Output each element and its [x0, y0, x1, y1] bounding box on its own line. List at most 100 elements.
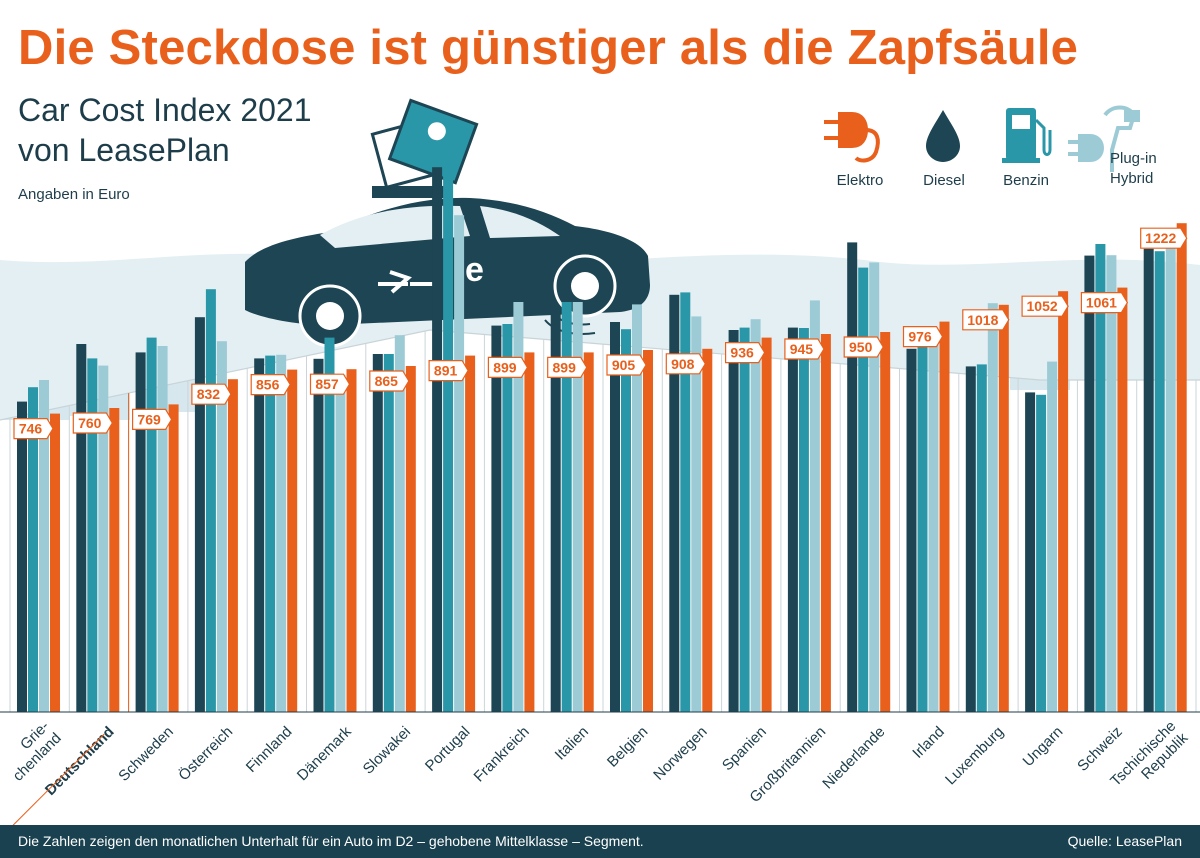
bar-plug-in-hybrid-3	[216, 341, 227, 712]
drop-icon	[926, 110, 960, 162]
value-label-15: 976	[908, 329, 932, 345]
bar-benzin-1	[87, 358, 98, 712]
value-label-10: 905	[612, 357, 636, 373]
bar-elektro-17	[1058, 291, 1069, 712]
value-label-7: 891	[434, 363, 458, 379]
bar-diesel-18	[1084, 255, 1095, 712]
category-label-group-6: Slowakei	[360, 723, 414, 777]
value-label-18: 1061	[1086, 295, 1117, 311]
category-label-group-10: Belgien	[604, 723, 651, 770]
value-label-17: 1052	[1027, 298, 1058, 314]
category-label-group-12: Spanien	[719, 723, 770, 774]
category-label-group-2: Schweden	[115, 723, 177, 785]
category-label-12-0: Spanien	[719, 723, 770, 774]
bar-benzin-18	[1095, 244, 1106, 712]
category-label-group-3: Österreich	[175, 723, 237, 785]
bar-plug-in-hybrid-10	[632, 304, 642, 712]
bar-diesel-5	[313, 358, 324, 712]
footer-source: Quelle: LeasePlan	[1067, 833, 1182, 849]
category-label-group-5: Dänemark	[294, 723, 355, 784]
value-label-box-1	[72, 412, 113, 434]
bar-diesel-19	[1143, 248, 1154, 713]
legend-label-diesel: Diesel	[923, 172, 965, 189]
bar-diesel-17	[1025, 392, 1036, 712]
value-label-9: 899	[553, 359, 577, 375]
category-label-3-0: Österreich	[175, 723, 237, 785]
bar-plug-in-hybrid-18	[1106, 255, 1117, 712]
bar-diesel-12	[728, 330, 739, 712]
subtitle-line2: von LeasePlan	[18, 132, 230, 168]
bar-diesel-0	[17, 401, 27, 712]
bar-elektro-3	[227, 379, 238, 712]
value-label-box-3	[191, 383, 232, 405]
footer-note: Die Zahlen zeigen den monatlichen Unterh…	[18, 833, 644, 849]
bar-elektro-13	[820, 334, 831, 712]
bar-benzin-14	[858, 267, 869, 712]
bar-benzin-12	[739, 327, 750, 712]
value-label-3: 832	[197, 386, 221, 402]
value-label-box-17	[1021, 295, 1069, 317]
unit-note: Angaben in Euro	[18, 186, 130, 203]
bar-plug-in-hybrid-14	[869, 262, 880, 712]
value-label-box-8	[487, 356, 529, 378]
bar-elektro-2	[168, 404, 179, 712]
highlight-underline	[9, 733, 105, 829]
value-label-16: 1018	[967, 312, 998, 328]
bar-elektro-12	[761, 337, 772, 712]
bar-benzin-3	[205, 289, 216, 712]
bar-diesel-11	[669, 294, 680, 712]
category-label-15-0: Irland	[909, 723, 948, 762]
value-label-13: 945	[790, 341, 814, 357]
value-label-box-11	[665, 353, 706, 375]
bar-plug-in-hybrid-2	[157, 346, 168, 712]
bar-plug-in-hybrid-17	[1047, 361, 1058, 712]
category-label-group-9: Italien	[552, 723, 592, 763]
bar-elektro-8	[524, 352, 535, 712]
legend-label-benzin: Benzin	[1003, 172, 1049, 189]
category-label-group-16: Luxemburg	[942, 723, 1007, 788]
bar-plug-in-hybrid-5	[335, 374, 346, 712]
value-label-19: 1222	[1145, 230, 1176, 246]
value-label-5: 857	[315, 376, 339, 392]
bar-plug-in-hybrid-4	[276, 354, 287, 712]
bar-benzin-4	[265, 355, 276, 712]
bar-elektro-6	[405, 366, 416, 712]
chart-title: Die Steckdose ist günstiger als die Zapf…	[18, 21, 1079, 75]
category-label-17-0: Ungarn	[1020, 723, 1067, 770]
category-label-group-11: Norwegen	[650, 723, 710, 783]
bar-plug-in-hybrid-11	[691, 316, 702, 712]
bar-plug-in-hybrid-8	[513, 302, 524, 712]
category-label-group-8: Frankreich	[471, 723, 533, 785]
category-label-5-0: Dänemark	[294, 723, 355, 784]
category-label-14-0: Niederlande	[819, 723, 888, 792]
value-label-box-19	[1140, 227, 1188, 249]
category-label-9-0: Italien	[552, 723, 592, 763]
value-label-0: 746	[19, 421, 43, 437]
bar-plug-in-hybrid-0	[39, 380, 49, 712]
bar-elektro-4	[287, 369, 298, 712]
bar-plug-in-hybrid-13	[809, 300, 820, 712]
category-label-group-7: Portugal	[422, 723, 474, 775]
bar-benzin-0	[28, 387, 38, 712]
bar-elektro-11	[702, 348, 713, 712]
bar-benzin-13	[798, 328, 809, 712]
category-label-6-0: Slowakei	[360, 723, 414, 777]
fuel-pump-icon	[1002, 108, 1052, 163]
value-label-2: 769	[137, 411, 161, 427]
bar-elektro-18	[1117, 287, 1128, 712]
bar-elektro-7	[465, 355, 476, 712]
bar-plug-in-hybrid-12	[750, 319, 761, 712]
bar-diesel-7	[432, 167, 443, 712]
bar-elektro-14	[880, 332, 891, 712]
bar-benzin-16	[976, 364, 987, 712]
bar-elektro-10	[643, 350, 653, 712]
bar-diesel-16	[965, 366, 976, 712]
bar-elektro-0	[50, 413, 60, 712]
legend-label-elektro: Elektro	[836, 172, 884, 189]
footer-bar: Die Zahlen zeigen den monatlichen Unterh…	[0, 825, 1200, 858]
category-label-group-15: Irland	[909, 723, 948, 762]
category-label-10-0: Belgien	[604, 723, 651, 770]
plug-icon	[824, 112, 880, 163]
value-label-box-15	[902, 326, 944, 348]
